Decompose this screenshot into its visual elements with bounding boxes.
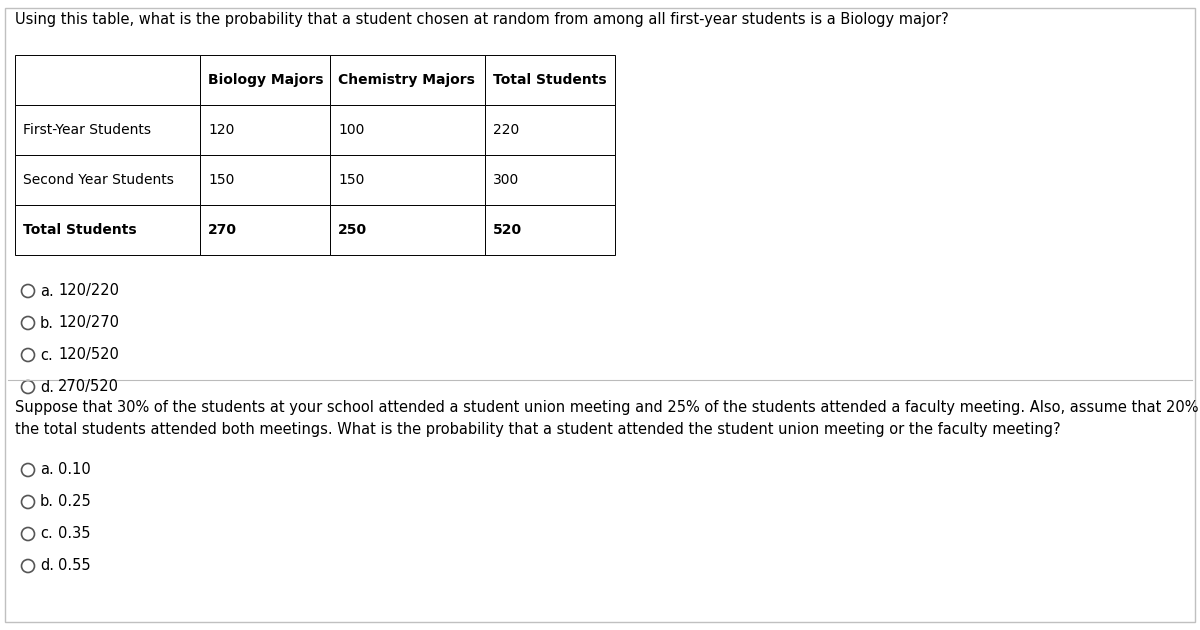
Text: 150: 150 — [208, 173, 234, 187]
Text: the total students attended both meetings. What is the probability that a studen: the total students attended both meeting… — [14, 422, 1061, 437]
Text: 120/270: 120/270 — [58, 316, 119, 331]
Text: c.: c. — [40, 527, 53, 542]
Text: 270/520: 270/520 — [58, 379, 119, 394]
Text: 0.25: 0.25 — [58, 495, 91, 510]
Text: 0.10: 0.10 — [58, 462, 91, 478]
Text: 300: 300 — [493, 173, 520, 187]
Text: 120/520: 120/520 — [58, 348, 119, 362]
Circle shape — [22, 496, 35, 508]
Text: 270: 270 — [208, 223, 238, 237]
Text: b.: b. — [40, 316, 54, 331]
Text: 0.55: 0.55 — [58, 559, 91, 573]
Circle shape — [22, 527, 35, 541]
Text: a.: a. — [40, 284, 54, 299]
Text: 0.35: 0.35 — [58, 527, 90, 542]
Text: 100: 100 — [338, 123, 365, 137]
Circle shape — [22, 381, 35, 394]
Text: 220: 220 — [493, 123, 520, 137]
Text: a.: a. — [40, 462, 54, 478]
Text: d.: d. — [40, 379, 54, 394]
Circle shape — [22, 316, 35, 329]
Text: 520: 520 — [493, 223, 522, 237]
Text: 120: 120 — [208, 123, 234, 137]
Text: Total Students: Total Students — [493, 73, 607, 87]
Circle shape — [22, 348, 35, 362]
Text: 250: 250 — [338, 223, 367, 237]
Text: Suppose that 30% of the students at your school attended a student union meeting: Suppose that 30% of the students at your… — [14, 400, 1200, 415]
Text: Using this table, what is the probability that a student chosen at random from a: Using this table, what is the probabilit… — [14, 12, 949, 27]
Text: 150: 150 — [338, 173, 365, 187]
Text: Total Students: Total Students — [23, 223, 137, 237]
Text: c.: c. — [40, 348, 53, 362]
Text: Biology Majors: Biology Majors — [208, 73, 324, 87]
Circle shape — [22, 285, 35, 297]
Text: b.: b. — [40, 495, 54, 510]
Circle shape — [22, 464, 35, 476]
Text: d.: d. — [40, 559, 54, 573]
Text: 120/220: 120/220 — [58, 284, 119, 299]
Text: Chemistry Majors: Chemistry Majors — [338, 73, 475, 87]
Circle shape — [22, 559, 35, 573]
Text: Second Year Students: Second Year Students — [23, 173, 174, 187]
Text: First-Year Students: First-Year Students — [23, 123, 151, 137]
